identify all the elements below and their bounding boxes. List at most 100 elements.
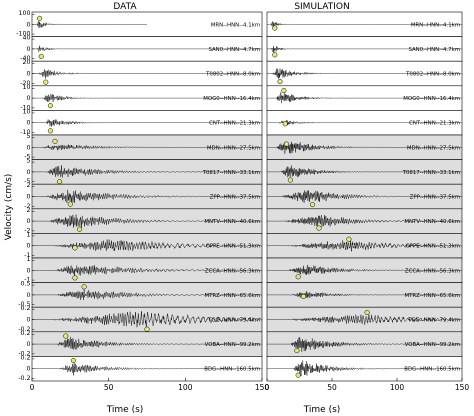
x-tick-label: 100 [178,383,193,392]
station-label: MOG0--HNN--16.4km [403,96,460,102]
y-tick-label: 0 [26,317,30,324]
y-tick-label: 0.5 [20,281,30,288]
y-tick-label: -5 [24,154,30,161]
y-tick-label: 0.2 [20,305,30,312]
trace-row-data-15: BDG--HNN--160.5km 0.2 0 -0.2 [18,354,263,382]
peak-marker [72,275,78,281]
trace-row-sim-4: MOG0--HNN--16.4km [266,85,463,111]
waveform-line [32,189,262,204]
y-tick-label: 0 [26,341,30,348]
y-tick-label: -0.5 [18,301,30,308]
x-tick-label: 0 [30,383,35,392]
peak-marker [272,25,278,31]
station-label: CNT--HNN--21.3km [209,121,260,127]
waveform-line [267,91,462,104]
station-label: MDN--HNN--27.5km [207,145,260,151]
waveform-line [32,214,262,228]
waveform-line [32,45,262,52]
y-tick-label: -1 [24,277,30,284]
trace-row-data-2: SAN0--HNN--4.7km 40 0 -40 [20,35,263,62]
y-tick-label: 0 [26,120,30,127]
trace-row-data-1: MRN--HNN--4.1km 100 0 -100 [16,10,263,38]
y-tick-label: 100 [18,10,30,17]
y-tick-label: 10 [22,108,30,115]
y-tick-label: 0 [26,218,30,225]
station-label: MRN--HNN--4.1km [211,22,260,28]
station-label: SAN0--HNN--4.7km [408,47,460,53]
y-tick-label: 0 [26,243,30,250]
station-label: ZPP--HNN--37.5km [210,195,260,201]
trace-row-sim-15: BDG--HNN--160.5km [266,356,463,382]
trace-row-sim-14: VOBA--HNN--99.2km [266,331,463,357]
peak-marker [43,79,49,85]
station-label: OPPE--HNN--51.3km [206,244,260,250]
waveform-line [32,119,262,127]
trace-row-data-5: CNT--HNN--21.3km 10 0 -10 [20,108,263,136]
y-tick-label: 5 [26,158,30,165]
peak-marker [295,274,301,280]
trace-row-sim-8: ZPP--HNN--37.5km [266,183,463,210]
waveform-line [267,239,463,252]
y-tick-label: 1 [26,256,30,263]
waveform-line [32,336,262,350]
x-tick-label: 100 [390,383,405,392]
station-label: MOG0--HNN--16.4km [203,96,260,102]
waveform-line [267,68,462,79]
y-tick-label: 40 [22,35,30,42]
trace-row-sim-13: TGG--HNN--79.4km [266,306,463,333]
trace-row-sim-5: CNT--HNN--21.3km [266,110,463,136]
waveform-line [267,264,462,275]
waveform-line [32,144,262,151]
y-tick-label: 0 [26,292,30,299]
waveform-line [32,362,262,376]
waveform-line [267,360,462,377]
peak-marker [52,138,58,144]
station-label: SAN0--HNN--4.7km [208,47,260,53]
trace-box [266,306,463,333]
waveform-line [267,314,462,325]
peak-marker [63,333,69,339]
peak-marker [47,103,53,109]
station-label: MDN--HNN--27.5km [407,145,460,151]
y-tick-label: 20 [22,59,30,66]
trace-row-data-11: ZCCA--HNN--56.3km 1 0 -1 [24,256,263,284]
trace-row-data-13: TGG--HNN--79.4km 0.2 0 -0.2 [18,305,263,333]
y-tick-label: 10 [22,84,30,91]
trace-row-data-3: T0802--HNN--8.0km 20 0 -20 [20,59,263,87]
waveform-line [267,141,462,154]
peak-marker [57,179,63,185]
station-label: TGG--HNN--79.4km [207,318,260,324]
station-label: OPPE--HNN--51.3km [406,244,460,250]
x-tick-label: 150 [455,383,470,392]
waveform-line [267,214,463,227]
trace-row-data-4: MOG0--HNN--16.4km 10 0 -10 [20,84,263,111]
y-tick-label: 0 [26,144,30,151]
station-label: BDG--HNN--160.5km [404,367,460,373]
x-tick-label: 50 [327,383,337,392]
y-tick-label: -40 [20,55,30,62]
waveform-line [32,93,262,103]
y-tick-label: 0 [26,46,30,53]
peak-marker [309,202,316,208]
station-label: T0802--HNN--8.0km [205,72,260,78]
station-label: TGG--HNN--79.4km [407,318,460,324]
y-tick-label: 0.2 [20,354,30,361]
station-label: T0817--HNN--33.1km [402,170,460,176]
station-label: MTRZ--HNN--65.6km [204,293,260,299]
panel-titles: DATA SIMULATION [113,2,349,12]
peak-marker [282,121,288,127]
x-tick-label: 0 [265,383,270,392]
y-tick-label: 0 [26,71,30,78]
peak-marker [364,309,370,316]
trace-row-sim-10: OPPE--HNN--51.3km [266,233,463,259]
trace-row-data-7: T0817--HNN--33.1km 5 0 -5 [24,158,263,185]
y-tick-label: -2 [24,203,30,210]
trace-row-data-10: OPPE--HNN--51.3km 1 0 -1 [24,231,263,259]
y-tick-label: -0.2 [18,375,30,382]
station-label: MTRZ--HNN--65.6km [404,293,460,299]
station-label: ZCCA--HNN--56.3km [205,268,260,274]
station-label: ZPP--HNN--37.5km [410,195,460,201]
trace-row-sim-1: MRN--HNN--4.1km [266,11,463,37]
trace-row-sim-6: MDN--HNN--27.5km [266,134,463,160]
